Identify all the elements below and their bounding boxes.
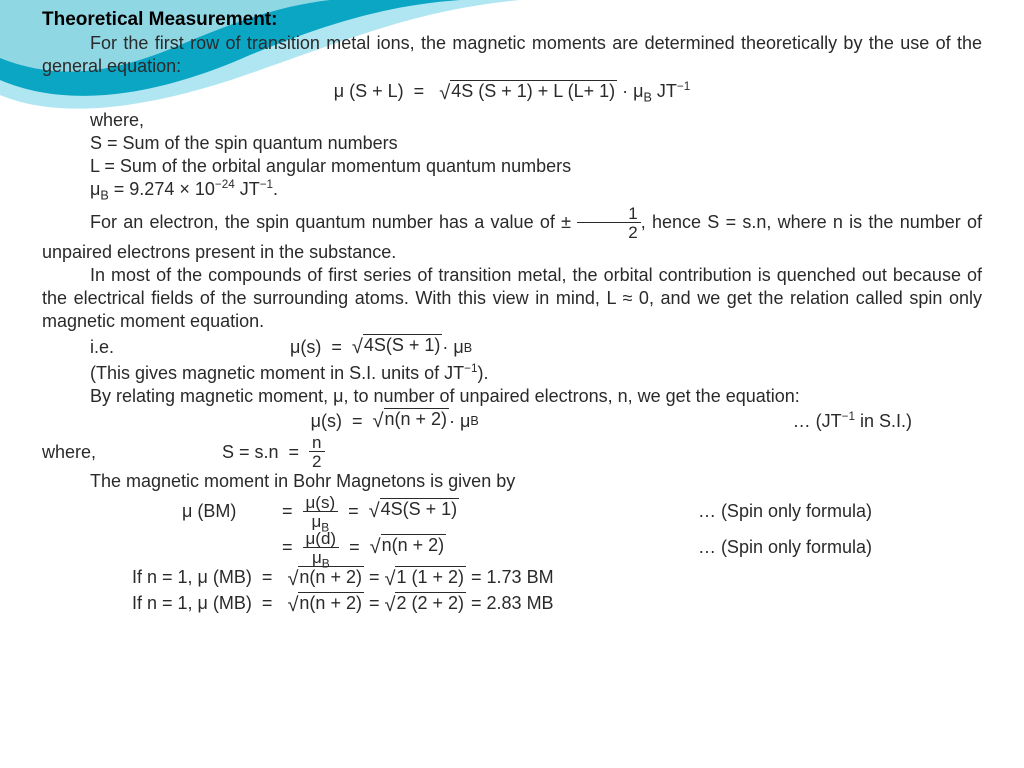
example-2: If n = 1, μ (MB) = √n(n + 2) = √2 (2 + 2…: [42, 592, 982, 619]
section-title: Theoretical Measurement:: [42, 8, 982, 32]
si-note: (This gives magnetic moment in S.I. unit…: [42, 362, 982, 385]
def-mub: μB = 9.274 × 10−24 JT−1.: [42, 178, 982, 201]
equation-1: μ (S + L) = √4S (S + 1) + L (L+ 1) · μB …: [42, 78, 982, 109]
where-label: where,: [42, 109, 982, 132]
spin-paragraph: For an electron, the spin quantum number…: [42, 205, 982, 264]
intro-paragraph: For the first row of transition metal io…: [42, 32, 982, 78]
where-sn: where, S = s.n = n2: [42, 434, 982, 470]
equation-3: μ(s) = √n(n + 2) · μB … (JT−1 in S.I.): [42, 408, 982, 435]
def-s: S = Sum of the spin quantum numbers: [42, 132, 982, 155]
quench-paragraph: In most of the compounds of first series…: [42, 264, 982, 333]
relate-paragraph: By relating magnetic moment, μ, to numbe…: [42, 385, 982, 408]
equation-2: i.e. μ(s) = √4S(S + 1) · μB: [42, 333, 982, 362]
equation-bm2: = μ(d)μB = √n(n + 2) … (Spin only formul…: [42, 530, 982, 566]
example-1: If n = 1, μ (MB) = √n(n + 2) = √1 (1 + 2…: [42, 566, 982, 593]
bm-intro: The magnetic moment in Bohr Magnetons is…: [42, 470, 982, 493]
def-l: L = Sum of the orbital angular momentum …: [42, 155, 982, 178]
equation-bm1: μ (BM) = μ(s)μB = √4S(S + 1) … (Spin onl…: [42, 494, 982, 530]
slide-content: Theoretical Measurement: For the first r…: [0, 0, 1024, 619]
